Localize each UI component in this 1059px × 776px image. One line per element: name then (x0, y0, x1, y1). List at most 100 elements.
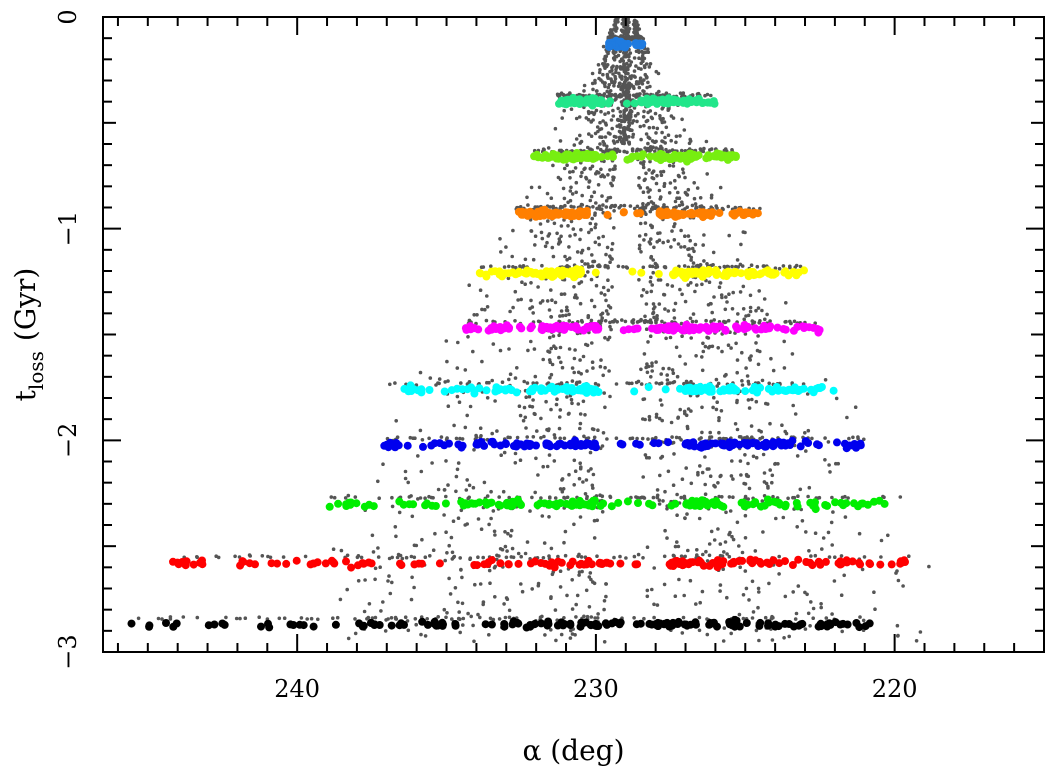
stream-particle (640, 436, 645, 441)
stream-particle (589, 467, 593, 471)
stream-particle (427, 436, 431, 441)
band-4-point (603, 210, 612, 219)
stream-particle (662, 293, 667, 297)
band-9-point (823, 501, 832, 510)
stream-particle (677, 577, 681, 582)
stream-particle (414, 622, 419, 627)
stream-particle (673, 544, 678, 549)
stream-particle (788, 264, 792, 269)
stream-particle (608, 494, 612, 499)
stream-particle (642, 50, 647, 55)
band-11-point (836, 620, 845, 629)
stream-particle (682, 128, 687, 132)
stream-particle (370, 533, 375, 538)
band-6-point (571, 324, 580, 333)
stream-particle (585, 369, 589, 373)
stream-particle (648, 334, 653, 339)
stream-particle (763, 317, 767, 322)
band-2-point (685, 96, 694, 105)
stream-particle (513, 451, 518, 456)
stream-particle (650, 587, 654, 592)
stream-particle (722, 550, 726, 554)
stream-particle (657, 502, 662, 506)
stream-particle (601, 44, 606, 49)
stream-particle (539, 230, 544, 235)
stream-particle (457, 400, 462, 405)
stream-particle (545, 240, 549, 245)
stream-particle (663, 307, 667, 311)
stream-particle (748, 305, 753, 310)
stream-particle (655, 314, 659, 318)
stream-particle (754, 341, 758, 345)
stream-particle (718, 542, 723, 546)
stream-particle (645, 186, 650, 190)
stream-particle (431, 548, 436, 552)
stream-particle (724, 295, 728, 299)
band-6-point (760, 321, 768, 330)
stream-particle (627, 58, 631, 63)
stream-particle (718, 589, 722, 593)
stream-particle (741, 284, 746, 289)
stream-particle (754, 455, 759, 460)
stream-particle (483, 307, 487, 312)
stream-particle (646, 50, 651, 54)
stream-particle (645, 370, 650, 375)
stream-particle (699, 436, 703, 440)
stream-particle (652, 602, 656, 607)
stream-particle (547, 453, 552, 457)
stream-particle (649, 237, 653, 241)
band-10-point (682, 559, 691, 568)
stream-particle (463, 425, 468, 430)
stream-particle (571, 227, 576, 231)
stream-particle (751, 610, 756, 614)
band-9-point (428, 501, 437, 510)
stream-particle (773, 462, 777, 466)
stream-particle (487, 633, 491, 637)
band-11-point (204, 621, 213, 630)
stream-particle (678, 354, 682, 359)
band-6-point (773, 323, 782, 332)
stream-particle (643, 146, 647, 150)
stream-particle (516, 298, 520, 302)
stream-particle (529, 281, 533, 285)
stream-particle (755, 348, 760, 353)
stream-particle (545, 299, 550, 303)
band-7-point (630, 387, 639, 396)
stream-particle (404, 555, 409, 560)
stream-particle (697, 516, 702, 521)
stream-particle (622, 112, 626, 117)
stream-particle (625, 61, 629, 66)
stream-particle (839, 593, 844, 597)
band-11-point (397, 619, 406, 628)
stream-particle (646, 319, 650, 324)
stream-particle (769, 356, 773, 361)
stream-particle (604, 582, 608, 586)
stream-particle (806, 494, 810, 499)
stream-particle (495, 557, 499, 562)
stream-particle (578, 358, 582, 362)
stream-particle (553, 300, 558, 305)
band-9-point (360, 502, 369, 511)
stream-particle (756, 586, 761, 591)
stream-particle (463, 368, 468, 372)
stream-particle (508, 435, 512, 440)
stream-particle (612, 226, 616, 230)
stream-particle (673, 301, 678, 306)
stream-particle (542, 541, 547, 545)
stream-particle (872, 590, 876, 594)
stream-particle (409, 554, 414, 559)
stream-particle (569, 397, 574, 402)
stream-particle (491, 509, 496, 513)
band-11-point (367, 619, 376, 627)
stream-particle (366, 615, 371, 620)
stream-particle (528, 509, 532, 513)
stream-particle (716, 381, 721, 386)
stream-particle (798, 264, 803, 269)
stream-particle (642, 496, 647, 500)
band-10-point (435, 559, 444, 568)
stream-particle (698, 600, 702, 605)
stream-particle (524, 395, 528, 400)
stream-particle (690, 246, 695, 251)
stream-particle (717, 494, 721, 499)
